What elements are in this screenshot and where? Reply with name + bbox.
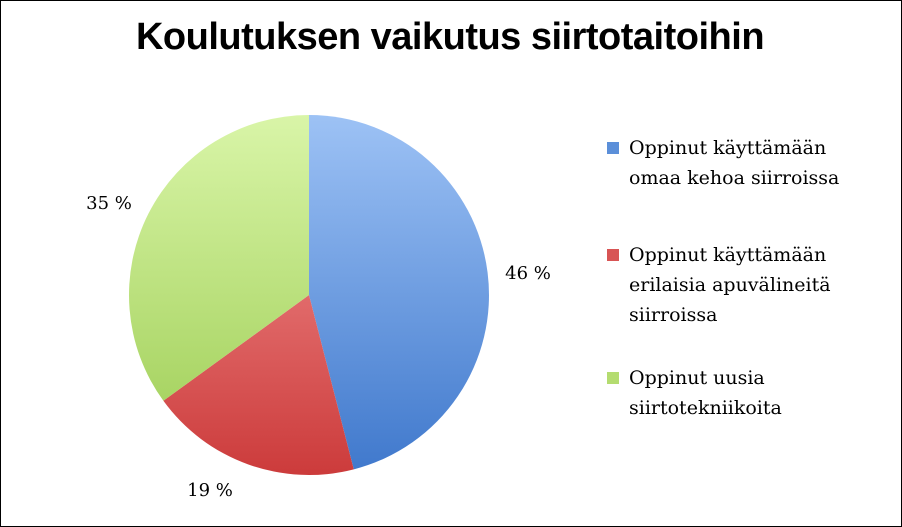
legend-swatch	[607, 249, 619, 261]
slice-data-label: 46 %	[505, 263, 551, 284]
legend-label: Oppinut käyttämään omaa kehoa siirroissa	[629, 137, 840, 189]
slice-data-label: 19 %	[187, 480, 233, 501]
pie-slice	[163, 295, 354, 475]
legend-swatch	[607, 142, 619, 154]
pie-slice	[129, 115, 309, 401]
slice-data-label: 35 %	[86, 193, 132, 214]
legend: Oppinut käyttämään omaa kehoa siirroissa…	[607, 133, 897, 423]
legend-item-apuvalineet: Oppinut käyttämään erilaisia apuvälineit…	[607, 240, 897, 363]
legend-label: Oppinut uusia siirtotekniikoita	[629, 367, 782, 419]
legend-item-siirtotekniikat: Oppinut uusia siirtotekniikoita	[607, 363, 897, 423]
legend-item-oma-keho: Oppinut käyttämään omaa kehoa siirroissa	[607, 133, 897, 240]
pie-slice	[309, 114, 490, 470]
legend-swatch	[607, 372, 619, 384]
legend-label: Oppinut käyttämään erilaisia apuvälineit…	[629, 244, 831, 326]
chart-title: Koulutuksen vaikutus siirtotaitoihin	[135, 16, 765, 58]
